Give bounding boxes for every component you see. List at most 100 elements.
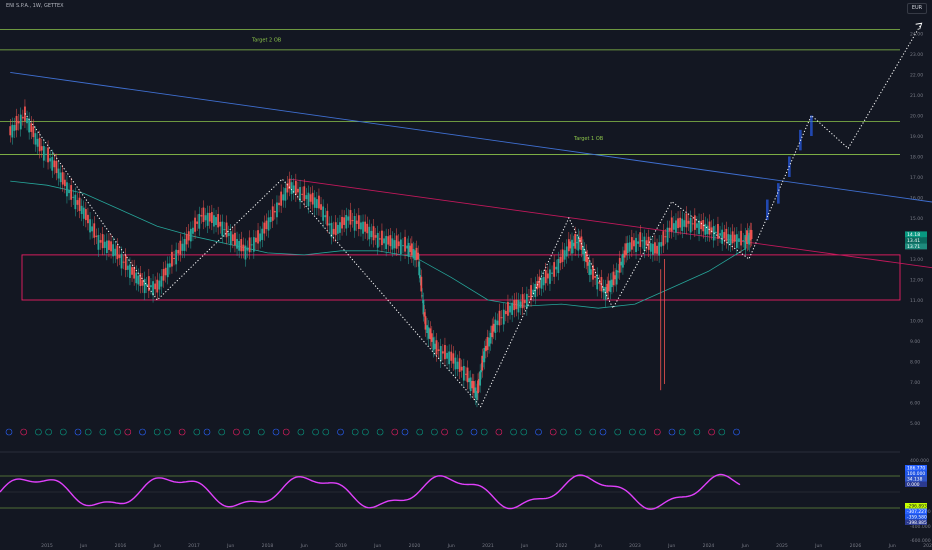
red-trend-line (289, 178, 932, 269)
projection-arrowhead (915, 22, 923, 30)
event-marker (733, 428, 740, 436)
candle-body (623, 250, 626, 258)
candle-body (643, 236, 646, 252)
candle-body (118, 254, 121, 258)
candle-body (82, 207, 85, 219)
candle-body (746, 230, 749, 245)
candle-body (343, 217, 346, 225)
candle-body (189, 228, 192, 242)
candle-body (156, 279, 159, 293)
candle-body (622, 253, 624, 268)
event-marker (718, 428, 726, 436)
candle-body (141, 280, 144, 286)
event-marker (362, 428, 369, 436)
candle-body (374, 235, 377, 238)
candle-body (474, 387, 477, 398)
candle-body (105, 240, 108, 254)
candle-body (154, 283, 157, 290)
candle-body (114, 248, 117, 256)
candle-body (236, 238, 238, 249)
candle-body (74, 194, 77, 210)
osc-tick-label: 400.000 (910, 458, 929, 464)
event-marker (74, 428, 82, 436)
candle-body (544, 270, 547, 284)
candle-body (439, 346, 442, 361)
candle-body (28, 119, 31, 133)
event-marker (560, 428, 567, 436)
osc-badge-bottom (905, 508, 927, 514)
candle-body (481, 355, 484, 371)
candle-body (240, 239, 243, 252)
candle-body (702, 220, 705, 232)
candle-body (542, 276, 545, 286)
event-marker (614, 428, 622, 436)
candle-body (670, 217, 673, 232)
candle-body (59, 172, 62, 183)
candle-body (299, 187, 301, 202)
candle-body (269, 216, 272, 223)
candle-body (368, 226, 371, 240)
candle-body (399, 239, 402, 254)
candle-body (217, 214, 220, 228)
candle-body (238, 240, 241, 251)
time-tick-label: 2024 (703, 543, 715, 549)
target-2-label: Target 2 OB (251, 38, 282, 44)
candle-body (691, 223, 694, 225)
osc-badge-top (905, 481, 927, 487)
candle-body (53, 160, 56, 168)
candle-body (559, 256, 562, 264)
candle-body (42, 146, 45, 161)
candle-body (185, 234, 188, 245)
candle-body (430, 333, 433, 342)
candle-body (40, 146, 43, 151)
candle-body (744, 235, 747, 250)
candle-body (61, 172, 64, 185)
osc-tick-label: -600.000 (910, 538, 931, 544)
candle-body (341, 216, 343, 229)
candle-body (477, 380, 479, 394)
candle-body (630, 237, 633, 250)
osc-badge-top-label: 34.138 (907, 476, 923, 482)
zigzag-projection-line (24, 22, 923, 408)
candle-body (175, 249, 178, 265)
candle-body (393, 240, 396, 249)
candle-body (202, 207, 205, 222)
candle-body (528, 296, 530, 298)
candle-body (607, 280, 610, 292)
candle-body (103, 241, 106, 248)
candle-body (596, 274, 599, 290)
candle-body (660, 242, 663, 247)
event-marker (322, 428, 330, 436)
candle-body (612, 271, 615, 286)
candle-body (721, 229, 724, 244)
candle-body (649, 243, 652, 252)
candle-body (345, 214, 348, 229)
candle-body (592, 265, 594, 280)
candle-body (19, 114, 22, 130)
forecast-bar (777, 183, 780, 204)
candle-body (731, 231, 734, 244)
candle-body (47, 147, 49, 163)
candle-body (330, 222, 333, 238)
candle-body (635, 237, 637, 253)
candle-body (257, 230, 259, 244)
price-tick-label: 5.00 (910, 421, 920, 427)
candle-body (36, 138, 39, 147)
osc-badge-top-label: 100.000 (907, 471, 925, 477)
time-tick-label: 2015 (41, 543, 53, 549)
candle-body (409, 245, 412, 253)
candle-body (49, 158, 52, 162)
event-marker (431, 428, 438, 436)
price-tick-label: 13.00 (910, 257, 923, 263)
candle-body (466, 367, 469, 383)
candle-body (614, 275, 616, 280)
candle-body (590, 269, 592, 275)
candle-body (740, 230, 742, 246)
candle-body (290, 182, 293, 195)
price-tick-label: 8.00 (910, 360, 920, 366)
candle-body (708, 221, 711, 235)
event-marker (639, 428, 646, 436)
currency-button[interactable]: EUR (907, 3, 927, 14)
candle-body (213, 215, 215, 227)
